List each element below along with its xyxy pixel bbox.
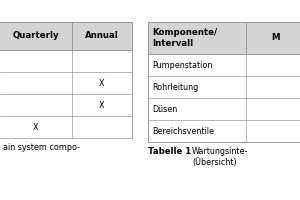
Text: Komponente/
Intervall: Komponente/ Intervall (152, 28, 217, 48)
Text: Bereichsventile: Bereichsventile (152, 127, 214, 136)
Text: Tabelle 1: Tabelle 1 (148, 147, 191, 156)
Text: X: X (33, 122, 39, 132)
Bar (148, 22, 300, 54)
Text: Quarterly: Quarterly (13, 31, 59, 40)
Text: M: M (271, 33, 280, 43)
Text: ain system compo-: ain system compo- (3, 143, 80, 152)
Bar (0, 22, 132, 50)
Text: Düsen: Düsen (152, 104, 177, 114)
Text: X: X (99, 78, 105, 88)
Text: Rohrleitung: Rohrleitung (152, 82, 198, 92)
Text: Wartungsinte-
(Übersicht): Wartungsinte- (Übersicht) (192, 147, 248, 167)
Text: X: X (99, 100, 105, 110)
Text: Annual: Annual (85, 31, 119, 40)
Text: Pumpenstation: Pumpenstation (152, 60, 212, 70)
